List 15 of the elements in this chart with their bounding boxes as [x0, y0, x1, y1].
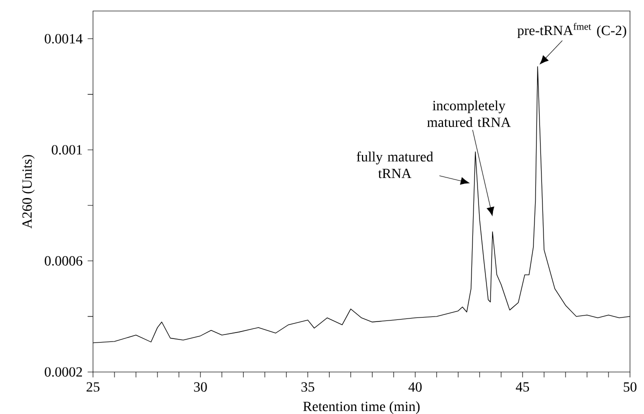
x-tick-label: 40	[408, 382, 422, 392]
x-tick-label: 35	[301, 382, 314, 392]
x-tick-label: 45	[516, 382, 530, 392]
y-axis-title: A260 (Units)	[22, 154, 35, 228]
x-tick-label: 50	[624, 382, 636, 392]
x-axis-title: Retention time (min)	[303, 401, 420, 414]
x-tick-label: 30	[194, 382, 207, 392]
annotation: fully matured tRNA	[356, 152, 434, 178]
annotation: pre-tRNA$^{fmet}$ (C-2)	[517, 22, 626, 38]
y-tick-label: 0.0014	[44, 34, 83, 44]
y-tick-label: 0.0006	[44, 256, 82, 266]
y-tick-label: 0.001	[52, 145, 82, 155]
y-tick-label: 0.0002	[44, 367, 82, 377]
x-tick-label: 25	[86, 382, 100, 392]
annotation: incompletely matured tRNA	[427, 100, 511, 128]
